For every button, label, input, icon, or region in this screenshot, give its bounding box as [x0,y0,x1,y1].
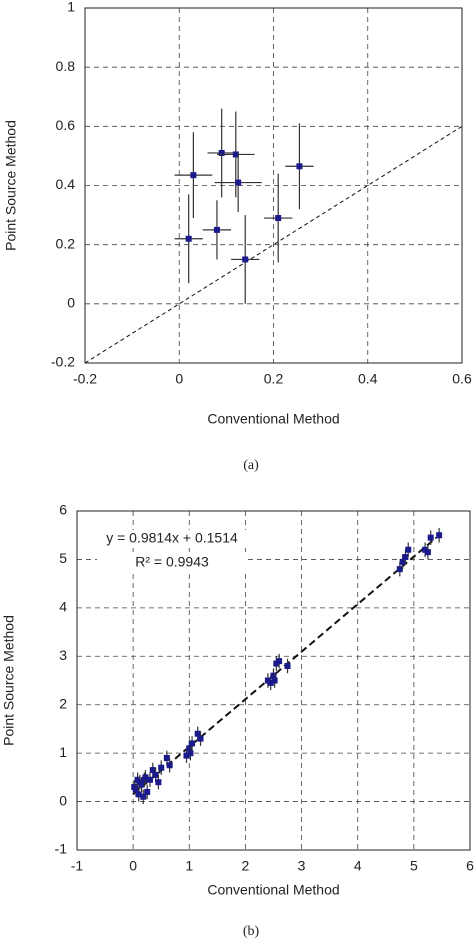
plot-frame [84,7,463,364]
point [276,658,283,665]
y-tick-label: 2 [59,695,67,711]
plot-area [85,8,462,363]
y-tick-label: 3 [59,647,67,663]
point [232,151,239,158]
point [197,735,204,742]
point [183,752,190,759]
point [275,215,282,222]
point [187,750,194,757]
y-tick-label: 0.4 [56,176,76,192]
y-tick-label: 6 [59,502,67,518]
point [186,745,193,752]
point [132,786,139,793]
point [158,764,165,771]
y-tick-label: 0.2 [56,235,76,251]
point [396,566,403,573]
y-tick-label: 5 [59,550,67,566]
point [218,149,225,156]
point [424,549,431,556]
y-tick-label: -0.2 [51,354,75,370]
point [189,740,196,747]
point [138,781,145,788]
point [135,791,142,798]
point [166,762,173,769]
point [185,235,192,242]
point [213,226,220,233]
point [144,788,151,795]
point [284,662,291,669]
y-tick-label: 0 [59,792,67,808]
point [270,672,277,679]
x-tick-label: 2 [242,858,250,874]
x-axis-label: Conventional Method [207,411,339,427]
x-tick-label: 0 [129,858,137,874]
point [271,677,278,684]
point [296,163,303,170]
x-tick-label: 4 [354,858,362,874]
point [190,172,197,179]
caption: (a) [243,458,259,473]
point [399,558,406,565]
point [152,771,159,778]
y-axis-label: Point Source Method [3,120,19,251]
plot-frame [76,510,471,851]
annotation-background [97,530,247,548]
point [194,730,201,737]
point [149,767,156,774]
point [155,779,162,786]
point [140,793,147,800]
point [142,774,149,781]
x-axis-label: Conventional Method [207,882,339,898]
x-tick-label: 0.4 [358,371,378,387]
x-tick-label: -0.2 [73,371,97,387]
x-tick-label: 3 [298,858,306,874]
y-tick-label: -1 [55,841,68,857]
x-tick-label: 6 [466,858,474,874]
point [235,179,242,186]
annotation-background [97,554,247,572]
point [405,546,412,553]
x-tick-label: 1 [185,858,193,874]
point [163,754,170,761]
x-tick-label: 0 [175,371,183,387]
point [242,256,249,263]
point [436,532,443,539]
point [402,554,409,561]
y-tick-label: 4 [59,599,67,615]
y-tick-label: 0.8 [56,58,76,74]
x-tick-label: 5 [410,858,418,874]
point [146,776,153,783]
y-axis-label: Point Source Method [1,615,17,746]
annotation: R² = 0.9943 [135,554,209,570]
annotation: y = 0.9814x + 0.1514 [106,530,238,546]
y-tick-label: 1 [59,744,67,760]
point [427,534,434,541]
y-tick-label: 0 [67,295,75,311]
point [267,679,274,686]
y-tick-label: 1 [67,0,75,15]
x-tick-label: -1 [71,858,84,874]
x-tick-label: 0.6 [452,371,472,387]
y-tick-label: 0.6 [56,117,76,133]
x-tick-label: 0.2 [264,371,284,387]
caption: (b) [243,924,260,939]
